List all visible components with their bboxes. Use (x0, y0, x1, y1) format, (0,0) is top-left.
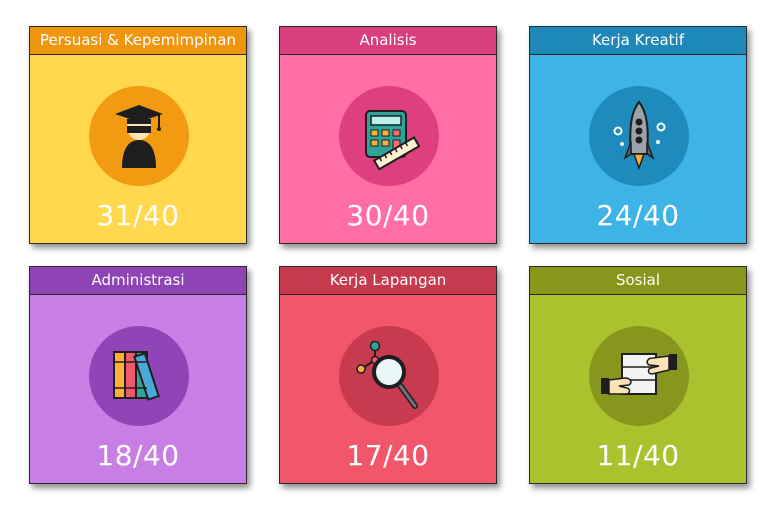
score: 18/40 (96, 439, 180, 472)
magnifier-icon (339, 326, 439, 426)
card-sosial[interactable]: Sosial 11/40 (529, 266, 747, 484)
card-kerja-lapangan[interactable]: Kerja Lapangan 17/40 (279, 266, 497, 484)
handshake-icon (589, 326, 689, 426)
card-title: Analisis (280, 27, 496, 55)
rocket-icon (589, 86, 689, 186)
score: 24/40 (596, 199, 680, 232)
score: 17/40 (346, 439, 430, 472)
card-title: Sosial (530, 267, 746, 295)
card-title: Kerja Lapangan (280, 267, 496, 295)
graduate-icon (89, 86, 189, 186)
books-icon (89, 326, 189, 426)
score: 11/40 (596, 439, 680, 472)
card-analisis[interactable]: Analisis 30/40 (279, 26, 497, 244)
card-title: Persuasi & Kepemimpinan (30, 27, 246, 55)
card-administrasi[interactable]: Administrasi 18/40 (29, 266, 247, 484)
score: 30/40 (346, 199, 430, 232)
calculator-icon (339, 86, 439, 186)
card-persuasi-kepemimpinan[interactable]: Persuasi & Kepemimpinan 31/40 (29, 26, 247, 244)
card-kerja-kreatif[interactable]: Kerja Kreatif 24/40 (529, 26, 747, 244)
card-title: Administrasi (30, 267, 246, 295)
score: 31/40 (96, 199, 180, 232)
card-title: Kerja Kreatif (530, 27, 746, 55)
